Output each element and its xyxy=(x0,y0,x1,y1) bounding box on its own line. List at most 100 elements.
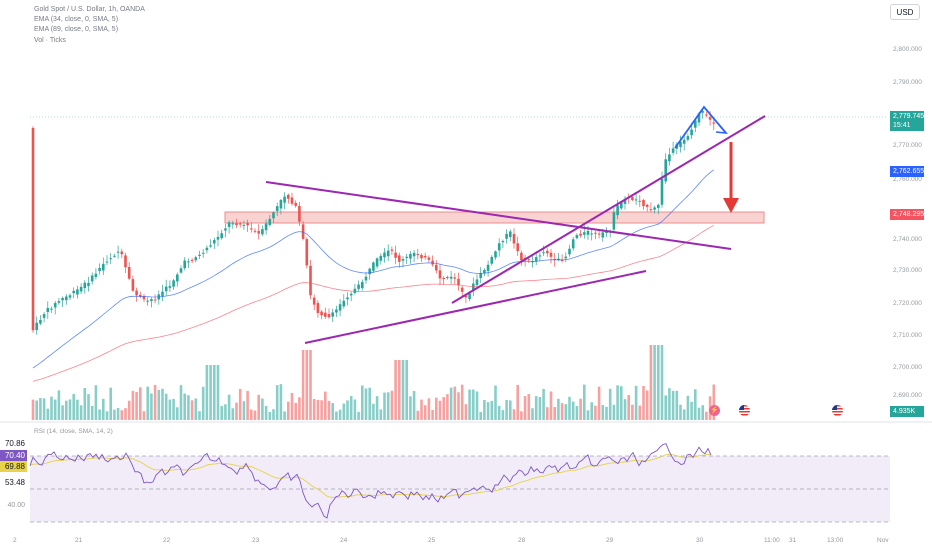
volume-bar xyxy=(420,399,423,420)
volume-bar xyxy=(157,389,161,420)
time-axis-label: 22 xyxy=(163,537,171,544)
ema89-legend[interactable]: EMA (89, close, 0, SMA, 5) xyxy=(34,26,119,34)
candle-body xyxy=(705,114,708,116)
candle-body xyxy=(442,278,445,280)
volume-bar xyxy=(494,385,497,420)
volume-bar xyxy=(660,345,664,420)
candle-body xyxy=(327,314,331,318)
volume-bar xyxy=(697,407,701,420)
candle-body xyxy=(183,260,186,269)
candle-body xyxy=(457,278,460,286)
candle-body xyxy=(83,282,87,289)
volume-bar xyxy=(309,350,312,420)
volume-bar xyxy=(120,410,124,420)
candle-body xyxy=(420,255,423,259)
volume-bar xyxy=(53,399,57,420)
volume-bar xyxy=(631,404,634,420)
volume-bar xyxy=(501,410,505,420)
candle-body xyxy=(398,255,401,262)
rsi-value-2: 70.40 xyxy=(0,450,27,461)
lightning-icon[interactable]: ⚡ xyxy=(709,405,720,416)
volume-bar xyxy=(109,387,112,420)
candle-body xyxy=(238,223,242,225)
volume-bar xyxy=(594,405,597,420)
us-flag-icon[interactable] xyxy=(739,405,750,416)
currency-button[interactable]: USD xyxy=(890,4,920,20)
candle-body xyxy=(87,282,90,287)
candle-body xyxy=(642,200,645,207)
volume-bar xyxy=(568,396,571,420)
volume-tag: 4.935K xyxy=(890,406,924,417)
candle-body xyxy=(546,250,549,254)
candle-body xyxy=(372,262,375,271)
volume-bar xyxy=(161,388,164,420)
candle-body xyxy=(220,233,223,239)
candle-body xyxy=(290,197,294,204)
volume-bar xyxy=(509,400,512,420)
candle-body xyxy=(623,199,627,204)
candle-body xyxy=(242,224,246,226)
ema34-legend[interactable]: EMA (34, close, 0, SMA, 5) xyxy=(34,16,119,24)
candle-body xyxy=(416,253,420,255)
candle-body xyxy=(72,290,75,294)
volume-bar xyxy=(46,408,50,420)
candle-body xyxy=(250,228,253,230)
volume-bar xyxy=(105,411,109,420)
volume-legend[interactable]: Vol · Ticks xyxy=(34,36,66,44)
candle-body xyxy=(464,295,468,298)
volume-bar xyxy=(623,399,627,420)
price-axis-label: 2,710.000 xyxy=(893,332,922,339)
candlesticks xyxy=(31,109,716,335)
volume-bar xyxy=(298,397,301,420)
candle-body xyxy=(594,232,597,234)
volume-bar xyxy=(127,400,131,420)
volume-bar xyxy=(546,407,549,420)
volume-bar xyxy=(294,402,297,420)
volume-bar xyxy=(238,388,242,420)
volume-bar xyxy=(427,398,431,420)
volume-bar xyxy=(435,397,438,420)
volume-bar xyxy=(83,387,87,420)
volume-bar xyxy=(523,396,527,420)
volume-bar xyxy=(320,400,323,420)
volume-bar xyxy=(242,401,246,420)
candle-body xyxy=(583,232,586,235)
volume-bar xyxy=(50,396,53,420)
candle-body xyxy=(349,293,353,296)
projection-path xyxy=(674,105,727,149)
volume-bar xyxy=(527,394,531,420)
symbol-title[interactable]: Gold Spot / U.S. Dollar, 1h, OANDA xyxy=(34,6,145,13)
candle-body xyxy=(483,269,486,274)
volume-bar xyxy=(57,390,61,420)
candle-body xyxy=(427,257,431,260)
time-axis-label: 31 xyxy=(789,537,797,544)
candle-body xyxy=(31,127,35,331)
chart-legend: Gold Spot / U.S. Dollar, 1h, OANDA EMA (… xyxy=(34,5,145,46)
candle-body xyxy=(368,268,371,275)
volume-bar xyxy=(505,399,508,420)
time-axis-label: 30 xyxy=(696,537,704,544)
ema89-tag: 2,748.295 xyxy=(890,209,924,220)
candle-body xyxy=(631,197,634,200)
volume-bar xyxy=(520,411,523,420)
candle-body xyxy=(168,286,172,288)
candle-body xyxy=(142,295,146,300)
countdown-value: 15:41 xyxy=(893,122,911,129)
candle-body xyxy=(135,290,138,296)
rsi-legend[interactable]: RSI (14, close, SMA, 14, 2) xyxy=(34,428,113,435)
volume-bar xyxy=(590,402,593,420)
candle-body xyxy=(686,136,690,140)
volume-bar xyxy=(76,399,79,420)
volume-bar xyxy=(490,400,494,420)
volume-bar xyxy=(605,406,608,420)
candle-body xyxy=(338,304,342,311)
volume-bar xyxy=(305,350,309,420)
time-axis-label: 13:00 xyxy=(827,537,844,544)
volume-bar xyxy=(312,398,316,420)
volume-bar xyxy=(398,360,401,420)
volume-bar xyxy=(560,403,564,420)
volume-bar xyxy=(497,405,501,420)
volume-bar xyxy=(431,410,434,420)
us-flag-icon[interactable] xyxy=(832,405,843,416)
